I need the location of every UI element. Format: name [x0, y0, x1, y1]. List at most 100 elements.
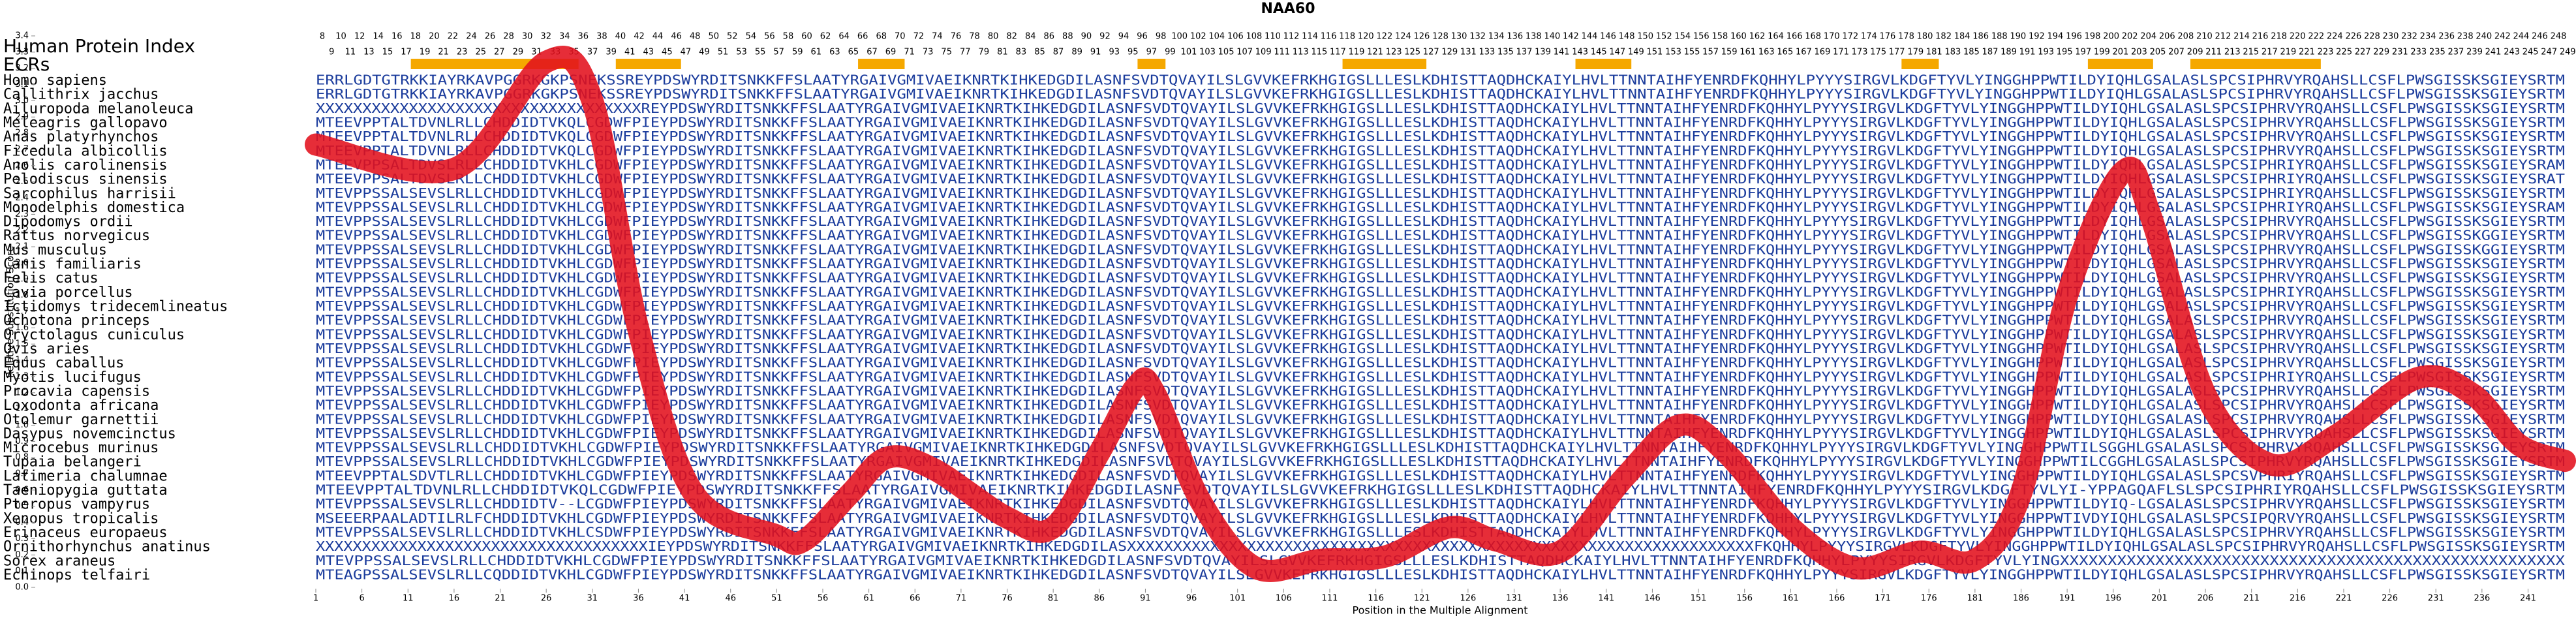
human-index-top: 150 [1637, 32, 1653, 42]
x-tick-label: 236 [2474, 594, 2490, 604]
human-index-top: 68 [876, 32, 887, 42]
species-name: Ictidomys tridecemlineatus [3, 299, 228, 315]
x-tick-label: 201 [2151, 594, 2168, 604]
human-index-bottom: 139 [1535, 48, 1551, 57]
human-index-top: 64 [838, 32, 850, 42]
human-index-top: 182 [1935, 32, 1952, 42]
human-index-bottom: 121 [1367, 48, 1383, 57]
human-index-bottom: 23 [457, 48, 468, 57]
human-index-top: 126 [1414, 32, 1430, 42]
x-tick-label: 11 [403, 594, 414, 604]
sequence: MTEVPPSSALSEVSLRLLCHDDIDTVKHLCGDWFPIEYPD… [316, 185, 2565, 201]
human-index-bottom: 105 [1218, 48, 1234, 57]
human-index-top: 176 [1879, 32, 1895, 42]
human-index-top: 92 [1099, 32, 1111, 42]
sequence: MTEVPPSSALSEVSLRLLCHDDIDTVKHLCGDWFPIEYPD… [316, 241, 2565, 257]
human-index-bottom: 231 [2392, 48, 2408, 57]
y-axis-title: Relative Substitution Score [5, 246, 16, 379]
ecr-block [1901, 59, 1939, 69]
human-index-top: 172 [1842, 32, 1858, 42]
human-index-top: 154 [1674, 32, 1691, 42]
human-index-bottom: 125 [1404, 48, 1420, 57]
x-tick-label: 106 [1276, 594, 1292, 604]
human-index-bottom: 151 [1647, 48, 1663, 57]
x-tick-label: 51 [771, 594, 782, 604]
x-tick-label: 21 [495, 594, 506, 604]
y-tick-label: 2.2 [15, 226, 29, 236]
sequence: MTEVPPSSALSEVSLRLLCHDDIDTVKHLCGDWFPIEYPD… [316, 326, 2565, 342]
species-name: Microcebus murinus [3, 440, 159, 456]
y-tick-label: 1.5 [15, 339, 29, 349]
human-index-top: 232 [2401, 32, 2417, 42]
human-index-top: 24 [466, 32, 477, 42]
human-index-top: 184 [1954, 32, 1970, 42]
human-index-top: 190 [2010, 32, 2026, 42]
x-tick-label: 36 [633, 594, 644, 604]
x-tick-label: 26 [541, 594, 552, 604]
x-tick-label: 16 [449, 594, 460, 604]
ecr-label: ECRs [3, 54, 50, 75]
sequence: MTEEVPPTALTDVNLRLLCHDDIDTVKQLCGDWFPIEYPD… [316, 482, 2565, 498]
human-index-bottom: 153 [1665, 48, 1681, 57]
human-index-top: 146 [1600, 32, 1616, 42]
x-tick-label: 91 [1140, 594, 1151, 604]
human-index-top: 124 [1395, 32, 1411, 42]
human-index-bottom: 51 [718, 48, 729, 57]
human-index-top: 72 [913, 32, 925, 42]
ecr-block [615, 59, 681, 69]
human-index-bottom: 131 [1460, 48, 1477, 57]
human-index-bottom: 183 [1944, 48, 1961, 57]
sequence: MTEAGPSSALSEVSLRLLCQDDIDTVKHLCGDWFPIEYPD… [316, 567, 2565, 583]
human-index-top: 78 [969, 32, 980, 42]
human-index-top: 208 [2177, 32, 2194, 42]
human-index-top: 86 [1044, 32, 1055, 42]
human-index-bottom: 187 [1982, 48, 1999, 57]
human-index-top: 224 [2327, 32, 2343, 42]
x-tick-label: 176 [1921, 594, 1937, 604]
human-index-top: 122 [1376, 32, 1392, 42]
human-index-bottom: 101 [1181, 48, 1197, 57]
human-index-bottom: 119 [1349, 48, 1365, 57]
human-index-top: 22 [448, 32, 459, 42]
x-tick-label: 181 [1967, 594, 1983, 604]
human-index-bottom: 159 [1721, 48, 1738, 57]
x-tick-label: 111 [1322, 594, 1338, 604]
human-index-top: 16 [391, 32, 403, 42]
human-index-bottom: 63 [829, 48, 840, 57]
y-tick-label: 3.4 [15, 31, 29, 41]
y-tick-label: 2.9 [15, 112, 29, 122]
human-index-bottom: 233 [2410, 48, 2427, 57]
species-name: Rattus norvegicus [3, 228, 150, 244]
x-tick-label: 196 [2105, 594, 2121, 604]
human-index-bottom: 243 [2504, 48, 2520, 57]
human-index-bottom: 75 [941, 48, 952, 57]
x-tick-label: 221 [2336, 594, 2352, 604]
x-tick-label: 101 [1229, 594, 1246, 604]
human-index-bottom: 69 [885, 48, 897, 57]
sequence: MTEEVPPTALTDVNLRLLCHDDIDTVKQLCGDWFPIEYPD… [316, 114, 2565, 130]
human-index-top: 76 [951, 32, 962, 42]
human-index-bottom: 155 [1684, 48, 1700, 57]
human-index-top: 152 [1656, 32, 1672, 42]
human-index-bottom: 147 [1609, 48, 1625, 57]
y-tick-label: 0.5 [15, 501, 29, 511]
species-name: Sorex araneus [3, 553, 115, 569]
sequence: MTEVPPSSALSEVSLRLLCHDDIDTV--LCGDWFPIEYPD… [316, 496, 2565, 512]
human-index-bottom: 237 [2448, 48, 2464, 57]
species-name: Ficedula albicollis [3, 143, 168, 159]
species-name: Ovis aries [3, 341, 89, 357]
human-index-top: 52 [727, 32, 738, 42]
human-index-bottom: 15 [382, 48, 393, 57]
ecr-block [1137, 59, 1166, 69]
human-index-top: 194 [2047, 32, 2064, 42]
human-index-top: 104 [1208, 32, 1225, 42]
y-tick-label: 0.6 [15, 485, 29, 495]
sequence: XXXXXXXXXXXXXXXXXXXXXXXXXXXXXXXXXXXREYPD… [316, 101, 2565, 116]
species-name: Ornithorhynchus anatinus [3, 539, 211, 555]
human-index-top: 244 [2513, 32, 2529, 42]
y-tick-label: 1.4 [15, 356, 29, 365]
human-index-bottom: 175 [1870, 48, 1886, 57]
human-index-bottom: 229 [2373, 48, 2389, 57]
human-index-top: 230 [2383, 32, 2399, 42]
